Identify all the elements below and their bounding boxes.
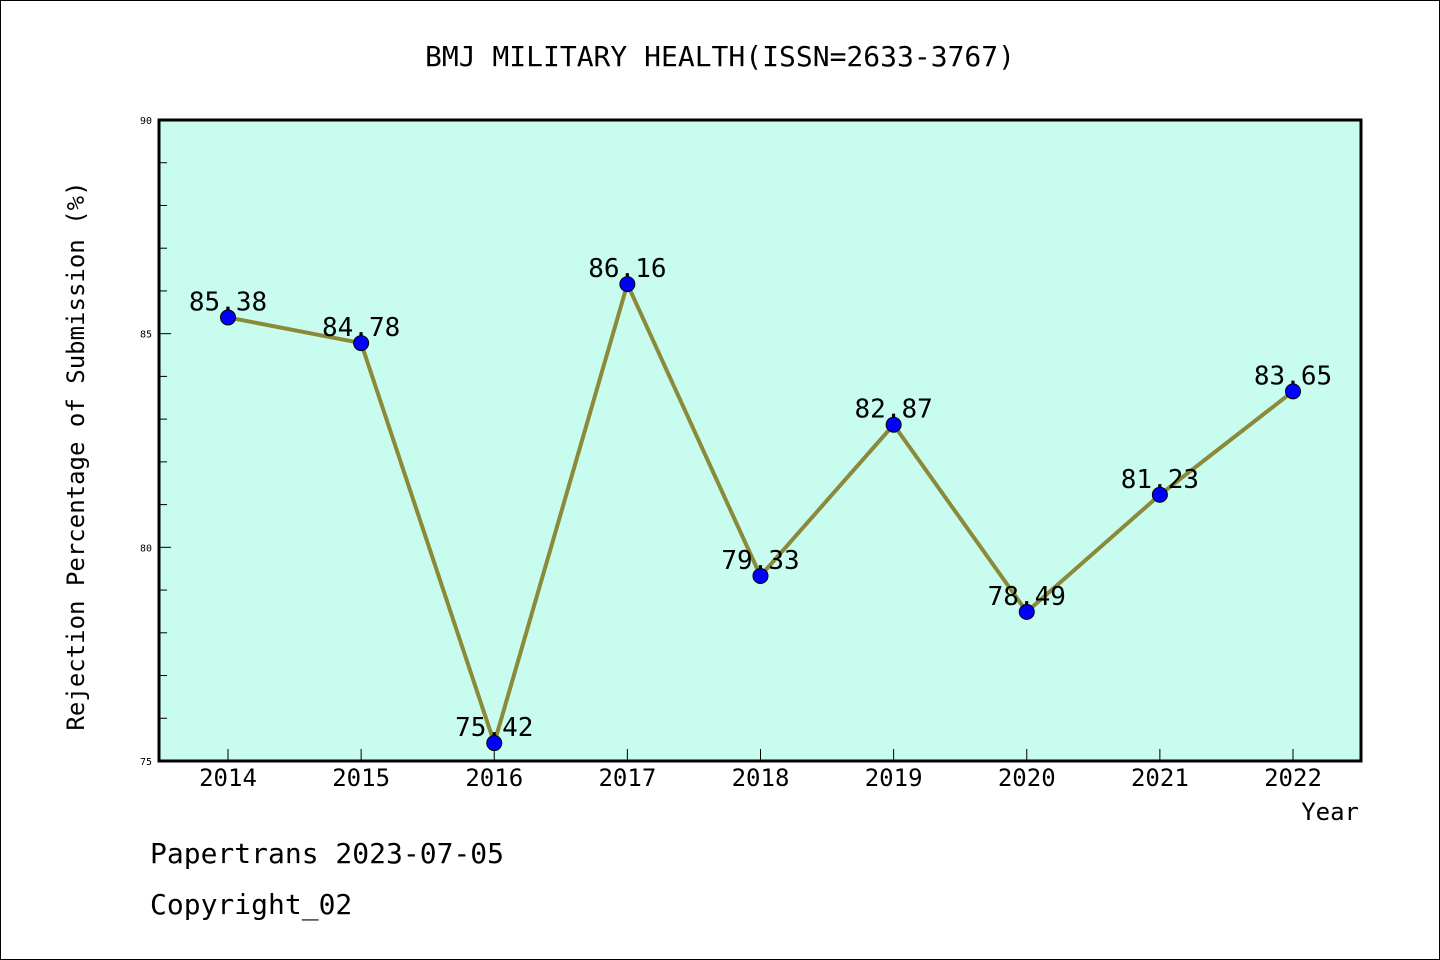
data-point-marker: [885, 416, 902, 433]
x-axis-label: Year: [1301, 798, 1359, 826]
x-tick-label: 2015: [332, 764, 390, 792]
y-tick-label: 90: [140, 116, 152, 127]
data-point-marker: [752, 567, 769, 584]
data-point-marker: [1151, 486, 1168, 503]
plot-border: [157, 118, 1363, 763]
x-tick-label: 2022: [1264, 764, 1322, 792]
data-point-marker: [619, 276, 636, 293]
data-label: 85.38: [189, 287, 267, 317]
data-point-marker: [1285, 383, 1301, 400]
plot-area: [159, 120, 1361, 761]
data-label: 84.78: [322, 313, 400, 343]
footer-copyright: Copyright_02: [150, 888, 352, 922]
data-label: 86.16: [588, 254, 666, 284]
data-label: 82.87: [854, 395, 932, 425]
data-series: 85.38 84.78 75.42 86.16 79.33 82.87 78.49 81.23…: [189, 254, 1332, 752]
data-label: 83.65: [1254, 361, 1332, 391]
x-tick-label: 2016: [465, 764, 523, 792]
y-tick-label: 75: [140, 757, 152, 768]
data-label: 79.33: [721, 546, 799, 576]
y-axis-label: Rejection Percentage of Submission (%): [62, 181, 90, 730]
data-point-marker: [1018, 603, 1035, 620]
chart-title: BMJ MILITARY HEALTH(ISSN=2633-3767): [425, 40, 1015, 73]
data-point-marker: [353, 335, 370, 352]
x-tick-label: 2020: [998, 764, 1056, 792]
x-tick-label: 2018: [732, 764, 790, 792]
data-point-marker: [220, 309, 236, 326]
x-axis-ticks: 2014 2015 2016 2017 2018 2019 2020 2021 2022: [199, 749, 1322, 792]
x-tick-label: 2021: [1131, 764, 1189, 792]
data-label: 75.42: [455, 713, 533, 743]
x-tick-label: 2017: [598, 764, 656, 792]
y-tick-label: 80: [140, 543, 152, 554]
data-label: 81.23: [1121, 465, 1199, 495]
footer-source: Papertrans 2023-07-05: [150, 837, 504, 870]
y-tick-label: 85: [140, 330, 152, 341]
data-label: 78.49: [988, 582, 1066, 612]
data-point-marker: [486, 735, 503, 752]
x-tick-label: 2019: [865, 764, 923, 792]
x-tick-label: 2014: [199, 764, 257, 792]
